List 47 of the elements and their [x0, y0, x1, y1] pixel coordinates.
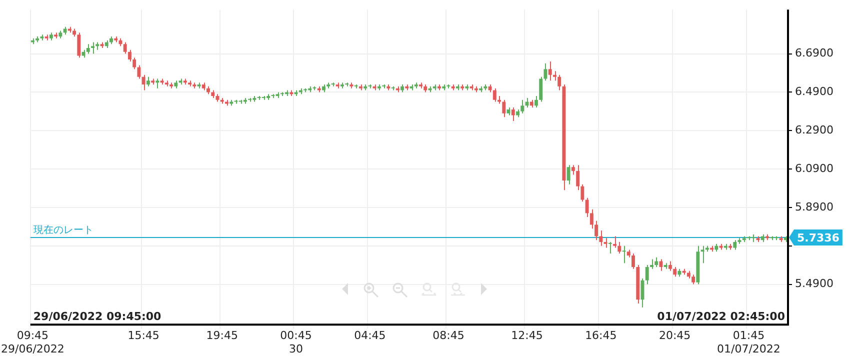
x-tick-label: 12:45 [511, 329, 543, 342]
candlestick [558, 74, 562, 91]
candlestick [599, 230, 603, 246]
candlestick [632, 253, 635, 270]
candlestick [142, 74, 146, 91]
y-tick-label: 5.4900 [795, 277, 834, 290]
x-tick-label: 19:45 [206, 329, 238, 342]
x-tick-label: 15:45 [128, 329, 160, 342]
y-tick-label: 6.0900 [795, 162, 834, 175]
candlestick [604, 238, 608, 248]
candlestick [520, 99, 524, 114]
x-tick-label: 00:45 30 [280, 329, 312, 356]
candlestick [673, 266, 677, 278]
candlestick [156, 78, 160, 89]
candlestick [668, 260, 672, 272]
text: 5.7336 [797, 231, 840, 244]
candlestick [645, 264, 649, 285]
x-tick-label: 16:45 [585, 329, 617, 342]
candlestick [608, 242, 612, 254]
annotation: 29/06/2022 09:45:00 [33, 310, 162, 323]
y-tick-label: 5.8900 [795, 200, 834, 214]
ref-line-label: 現在のレート [33, 224, 94, 236]
annotation: 01/07/2022 02:45:00 [657, 310, 786, 323]
candlestick [548, 60, 552, 82]
candlestick [534, 96, 538, 108]
candlestick [77, 32, 81, 58]
candlestick [654, 256, 658, 268]
y-tick-label: 6.6900 [795, 46, 834, 60]
x-tick-label: 01:45 01/07/2022 [717, 329, 780, 356]
candlestick [585, 197, 589, 218]
y-tick-label: 6.4900 [795, 85, 834, 98]
candlestick [659, 258, 663, 272]
candlestick [123, 42, 127, 54]
candlestick [511, 107, 515, 122]
x-tick-label: 20:45 [658, 329, 691, 342]
y-tick-label: 6.2900 [795, 123, 834, 136]
candlestick [733, 240, 737, 250]
x-tick-label: 08:45 [432, 329, 464, 342]
candlestick [692, 274, 696, 285]
candlestick [86, 44, 90, 54]
candlestick [571, 164, 575, 176]
x-tick-label: 04:45 [354, 329, 386, 342]
candlestick [566, 164, 570, 185]
candlestick [146, 76, 150, 87]
candlestick [502, 99, 506, 118]
x-tick-label: 09:45 29/06/2022 [0, 329, 64, 356]
candlestick [137, 64, 141, 80]
